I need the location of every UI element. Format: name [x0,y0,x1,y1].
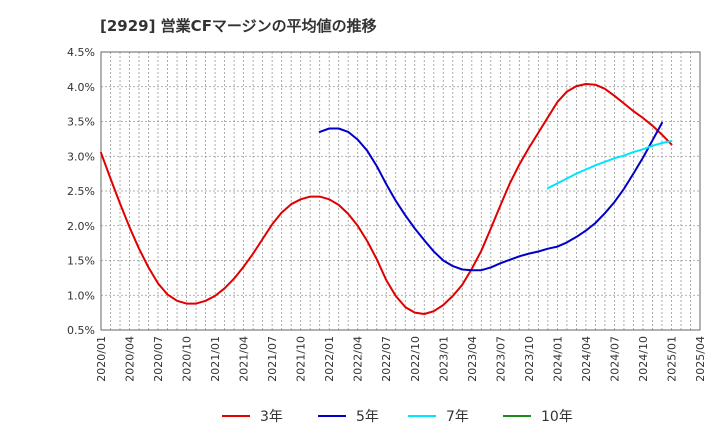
legend-label-0: 3年 [260,409,283,425]
plot-area [101,52,700,330]
y-tick-label: 2.5% [67,185,95,198]
x-tick-label: 2020/10 [181,336,194,382]
plot-border [100,51,701,331]
series-lines [100,83,673,315]
series-line-2 [546,140,673,190]
legend-label-2: 7年 [446,409,469,425]
x-axis-ticks: 2020/01 2020/04 2020/07 2020/10 2021/01 2021/… [95,336,707,382]
y-tick-label: 4.0% [67,81,95,94]
y-tick-label: 3.0% [67,150,95,163]
x-tick-label: 2020/04 [124,336,137,382]
x-tick-label: 2021/07 [266,336,279,382]
legend-label-1: 5年 [356,409,379,425]
y-tick-label: 0.5% [67,324,95,337]
x-tick-label: 2024/01 [551,336,564,382]
y-tick-label: 1.5% [67,255,95,268]
series-line-1 [318,121,663,272]
x-tick-label: 2023/07 [494,336,507,382]
x-tick-label: 2022/01 [323,336,336,382]
x-tick-label: 2022/07 [380,336,393,382]
series-line-0 [100,83,673,315]
x-tick-label: 2022/10 [409,336,422,382]
x-tick-label: 2023/01 [437,336,450,382]
x-tick-label: 2024/07 [608,336,621,382]
axes [100,51,701,331]
x-tick-label: 2023/04 [466,336,479,382]
legend-label-3: 10年 [541,409,573,425]
y-tick-label: 2.0% [67,220,95,233]
legend: 3年 5年 7年 10年 [222,409,573,425]
x-tick-label: 2022/04 [352,336,365,382]
y-tick-label: 4.5% [67,46,95,59]
y-axis-ticks: 0.5% 1.0% 1.5% 2.0% 2.5% 3.0% 3.5% 4.0% 4.5% [67,46,95,337]
chart-title: [2929] 営業CFマージンの平均値の推移 [100,17,377,35]
x-tick-label: 2021/01 [209,336,222,382]
x-tick-label: 2020/07 [152,336,165,382]
x-tick-label: 2025/01 [665,336,678,382]
x-tick-label: 2021/04 [238,336,251,382]
x-tick-label: 2024/04 [580,336,593,382]
x-tick-label: 2023/10 [523,336,536,382]
x-tick-label: 2020/01 [95,336,108,382]
x-tick-label: 2025/04 [694,336,707,382]
y-tick-label: 1.0% [67,289,95,302]
x-tick-label: 2024/10 [637,336,650,382]
y-tick-label: 3.5% [67,116,95,129]
x-tick-label: 2021/10 [295,336,308,382]
